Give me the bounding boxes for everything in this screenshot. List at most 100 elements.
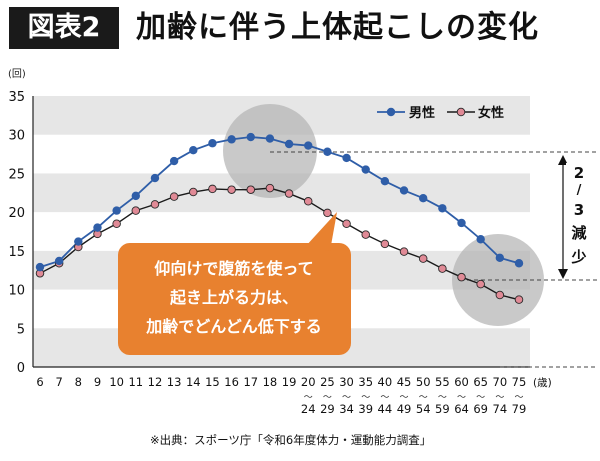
x-range-end-label: 54 bbox=[416, 402, 431, 416]
male-data-point bbox=[74, 237, 83, 246]
x-tick-label: 11 bbox=[128, 375, 143, 389]
x-tick-label: 75 bbox=[512, 375, 527, 389]
x-tick-label: 10 bbox=[109, 375, 124, 389]
female-data-point bbox=[380, 239, 390, 249]
reduction-text-char: 3 bbox=[574, 201, 584, 219]
female-data-point bbox=[169, 192, 179, 201]
x-range-tilde: 〜 bbox=[419, 393, 428, 403]
x-tick-label: 15 bbox=[205, 375, 220, 389]
male-data-point bbox=[419, 194, 428, 203]
x-tick-label: 30 bbox=[339, 375, 354, 389]
female-data-point bbox=[303, 197, 313, 206]
female-data-point bbox=[150, 200, 160, 209]
x-range-end-label: 34 bbox=[339, 402, 354, 416]
female-data-point bbox=[246, 185, 256, 194]
male-data-point bbox=[476, 235, 485, 244]
male-data-point bbox=[399, 186, 409, 195]
female-data-point bbox=[131, 206, 141, 215]
female-data-point bbox=[361, 230, 370, 239]
x-range-tilde: 〜 bbox=[495, 393, 504, 403]
male-data-point bbox=[304, 141, 313, 150]
x-range-end-label: 64 bbox=[454, 402, 469, 416]
y-tick-label: 25 bbox=[8, 167, 25, 182]
reduction-arrow-head-bottom bbox=[558, 269, 568, 279]
male-data-point bbox=[495, 253, 505, 263]
reduction-text-char: 少 bbox=[570, 248, 586, 266]
female-data-point bbox=[514, 295, 524, 304]
chart-title: 加齢に伴う上体起こしの変化 bbox=[136, 10, 539, 45]
x-range-end-label: 49 bbox=[397, 402, 412, 416]
female-data-point bbox=[265, 183, 275, 193]
x-tick-label: 9 bbox=[94, 375, 101, 389]
male-data-point bbox=[457, 218, 466, 228]
reduction-text-char: 減 bbox=[571, 224, 586, 242]
y-tick-label: 10 bbox=[8, 284, 25, 299]
callout-bubble bbox=[118, 243, 351, 355]
x-tick-label: 45 bbox=[397, 375, 412, 389]
y-tick-label: 15 bbox=[8, 245, 25, 260]
x-range-tilde: 〜 bbox=[361, 393, 370, 403]
x-tick-label: 17 bbox=[243, 375, 258, 389]
male-data-point bbox=[380, 176, 390, 186]
female-data-point bbox=[189, 187, 198, 197]
reduction-text-char: / bbox=[577, 183, 582, 198]
x-tick-label: 40 bbox=[378, 375, 393, 389]
male-data-point bbox=[208, 139, 217, 148]
x-axis-unit: (歳) bbox=[533, 377, 552, 389]
x-tick-label: 12 bbox=[148, 375, 163, 389]
x-tick-label: 70 bbox=[493, 375, 508, 389]
female-data-point bbox=[284, 189, 294, 198]
male-data-point bbox=[93, 223, 102, 232]
legend-female-swatch-marker bbox=[456, 107, 466, 117]
x-tick-label: 60 bbox=[454, 375, 469, 389]
y-tick-label: 20 bbox=[8, 206, 25, 221]
x-range-tilde: 〜 bbox=[400, 393, 409, 403]
male-data-point bbox=[438, 204, 447, 213]
callout-text-line: 仰向けで腹筋を使って bbox=[154, 259, 313, 278]
x-tick-label: 13 bbox=[167, 375, 182, 389]
male-data-point bbox=[35, 262, 45, 272]
female-data-point bbox=[418, 254, 428, 263]
female-data-point bbox=[112, 219, 121, 229]
x-range-end-label: 74 bbox=[493, 402, 508, 416]
y-tick-label: 0 bbox=[17, 361, 25, 376]
x-range-end-label: 69 bbox=[473, 402, 488, 416]
male-data-point bbox=[150, 173, 160, 183]
x-tick-label: 16 bbox=[224, 375, 239, 389]
male-data-point bbox=[169, 156, 179, 166]
x-tick-label: 19 bbox=[282, 375, 297, 389]
male-data-point bbox=[246, 132, 255, 142]
male-data-point bbox=[112, 206, 121, 215]
x-tick-label: 35 bbox=[358, 375, 373, 389]
y-tick-label: 30 bbox=[8, 129, 25, 144]
x-tick-label: 55 bbox=[435, 375, 450, 389]
male-data-point bbox=[514, 259, 524, 268]
x-range-end-label: 59 bbox=[435, 402, 450, 416]
peak-highlight-circle bbox=[223, 104, 317, 198]
x-range-tilde: 〜 bbox=[457, 393, 466, 403]
legend-female-label: 女性 bbox=[478, 105, 504, 121]
reduction-text-backdrop bbox=[566, 247, 592, 266]
female-data-point bbox=[476, 279, 485, 289]
y-axis-unit: (回) bbox=[8, 68, 26, 80]
legend-male-label: 男性 bbox=[409, 105, 435, 121]
x-range-tilde: 〜 bbox=[476, 393, 485, 403]
male-data-point bbox=[131, 191, 140, 201]
male-data-point bbox=[284, 139, 294, 149]
male-data-point bbox=[54, 256, 64, 266]
y-tick-label: 5 bbox=[17, 322, 25, 337]
x-range-end-label: 39 bbox=[358, 402, 373, 416]
x-tick-label: 6 bbox=[36, 375, 43, 389]
x-tick-label: 7 bbox=[55, 375, 62, 389]
figure-number-label: 図表2 bbox=[27, 12, 101, 43]
y-tick-label: 35 bbox=[8, 90, 25, 105]
legend-male-swatch-marker bbox=[386, 107, 396, 117]
reduction-text-char: 2 bbox=[574, 164, 584, 182]
callout-text-line: 加齢でどんどん低下する bbox=[145, 317, 322, 336]
male-data-point bbox=[323, 147, 332, 156]
x-tick-label: 20 bbox=[301, 375, 316, 389]
figure-number-badge: 図表2 bbox=[9, 7, 119, 49]
female-data-point bbox=[227, 185, 236, 194]
female-data-point bbox=[457, 272, 466, 282]
